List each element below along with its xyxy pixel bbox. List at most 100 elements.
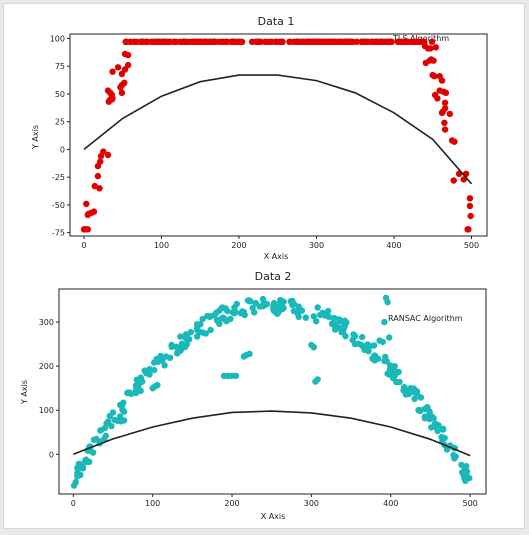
data-point [154, 381, 161, 389]
data-point [424, 414, 431, 421]
y-tick-label: -50 [52, 201, 65, 210]
data-point [452, 453, 459, 460]
data-point [439, 426, 447, 433]
data-point [200, 38, 207, 45]
data-point [197, 321, 204, 328]
data-point [396, 378, 403, 386]
data-point [100, 148, 107, 155]
y-tick-label: 100 [39, 406, 54, 415]
data-point [120, 408, 128, 415]
data-point [178, 340, 186, 347]
data-point [342, 333, 349, 340]
data-point [193, 326, 201, 334]
data-point [122, 38, 129, 45]
data-point [467, 212, 474, 220]
data-point [232, 372, 240, 379]
data-point [298, 307, 306, 314]
data-point [395, 368, 402, 376]
algorithm-annotation: TLS Algorithm [392, 34, 449, 43]
data-point [187, 329, 194, 336]
data-point [313, 318, 320, 325]
x-tick-label: 100 [145, 499, 160, 508]
x-tick-label: 0 [71, 499, 76, 508]
data-point [458, 461, 465, 469]
data-point [441, 99, 449, 107]
chart-data-1: Data 1 X Axis Y Axis TLS Algorithm 0 100 2… [31, 15, 488, 261]
axes-frame [69, 33, 488, 237]
data-point [462, 477, 469, 484]
data-point [177, 333, 184, 340]
data-point [386, 366, 394, 373]
data-point [118, 89, 126, 97]
data-point [211, 38, 218, 45]
data-point [379, 338, 386, 346]
x-axis-label: X Axis [264, 252, 289, 261]
data-point [440, 88, 447, 95]
data-point [431, 91, 439, 99]
data-point [183, 38, 190, 45]
data-point [70, 482, 78, 489]
data-point [192, 38, 199, 45]
data-point [464, 226, 471, 233]
data-point [364, 38, 371, 45]
figure-frame: Data 1 X Axis Y Axis TLS Algorithm 0 100 2… [3, 3, 525, 529]
x-tick-label: 400 [386, 241, 401, 250]
data-point [384, 299, 391, 306]
data-point [441, 119, 448, 127]
data-point [313, 38, 320, 45]
data-point [436, 73, 443, 80]
data-point [158, 38, 165, 45]
y-tick-label: 75 [55, 62, 65, 71]
data-point [74, 464, 81, 472]
data-point [428, 38, 436, 45]
data-point [295, 313, 302, 320]
data-point [424, 404, 431, 411]
data-point [121, 79, 128, 87]
data-point [107, 96, 114, 103]
data-point [259, 303, 267, 310]
data-point [254, 38, 261, 45]
data-point [94, 172, 102, 180]
data-point [370, 342, 378, 349]
data-point [249, 304, 256, 312]
x-tick-label: 300 [304, 499, 319, 508]
data-point [106, 412, 114, 420]
data-point [138, 38, 145, 45]
data-point [432, 44, 439, 51]
data-point [162, 353, 170, 360]
data-point [466, 195, 474, 202]
data-point [84, 211, 92, 219]
data-point [270, 307, 278, 315]
y-tick-label: 100 [50, 34, 65, 43]
data-point [94, 162, 102, 170]
data-point [220, 314, 227, 321]
data-point [131, 38, 138, 45]
data-point [324, 307, 332, 315]
data-point [229, 309, 236, 316]
data-point [199, 329, 206, 336]
data-point [252, 299, 259, 307]
data-point [277, 38, 284, 45]
axes-frame [58, 288, 487, 495]
data-point [121, 50, 129, 58]
data-point [386, 334, 393, 341]
data-point [441, 434, 448, 442]
data-point [186, 336, 193, 343]
data-point [381, 318, 388, 326]
data-point [247, 298, 254, 305]
data-point [182, 331, 190, 338]
data-point [297, 38, 304, 45]
data-point [302, 314, 309, 321]
data-point [451, 138, 458, 145]
data-point [74, 473, 81, 480]
data-point [349, 336, 356, 344]
data-point [310, 344, 317, 351]
data-point [466, 202, 474, 210]
data-point [86, 458, 93, 465]
data-point [280, 304, 287, 312]
data-point [331, 322, 338, 329]
data-point [322, 38, 329, 45]
data-point [420, 38, 427, 45]
data-point [463, 463, 470, 470]
data-point [228, 38, 235, 45]
